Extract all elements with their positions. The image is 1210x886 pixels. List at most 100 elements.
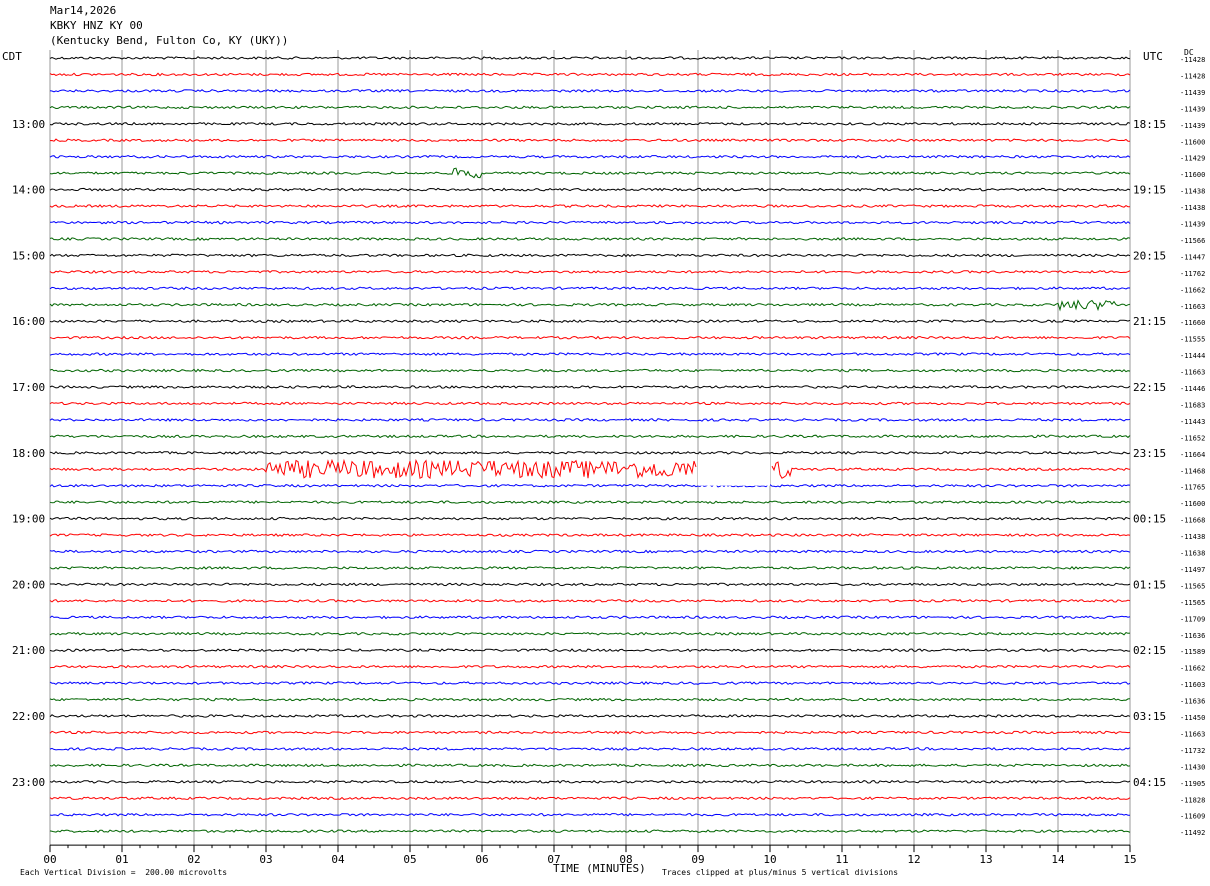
trace-25-part-1 — [771, 461, 1131, 479]
dc-offset-43: -11430 — [1180, 763, 1205, 771]
dc-offset-8: -11438 — [1180, 188, 1205, 196]
x-tick-label-08: 08 — [619, 853, 632, 866]
dc-offset-1: -11428 — [1180, 72, 1205, 80]
dc-offset-29: -11438 — [1180, 533, 1205, 541]
dc-offset-24: -11664 — [1180, 451, 1205, 459]
trace-34 — [49, 615, 1131, 620]
dc-offset-4: -11439 — [1180, 122, 1205, 130]
trace-11 — [49, 237, 1131, 241]
dc-offset-26: -11765 — [1180, 484, 1205, 492]
vertical-gridlines — [49, 50, 1131, 846]
trace-7 — [49, 167, 1131, 179]
x-tick-label-04: 04 — [331, 853, 345, 866]
dc-offset-36: -11589 — [1180, 648, 1205, 656]
trace-27 — [49, 500, 1131, 505]
dc-offset-11: -11566 — [1180, 237, 1205, 245]
dc-offset-39: -11636 — [1180, 698, 1205, 706]
dc-offset-35: -11636 — [1180, 632, 1205, 640]
trace-33 — [49, 598, 1131, 603]
trace-37 — [49, 664, 1131, 669]
right-hour-label-8: 02:15 — [1133, 644, 1166, 657]
dc-offset-14: -11662 — [1180, 286, 1205, 294]
dc-offset-12: -11447 — [1180, 253, 1205, 261]
dc-offset-42: -11732 — [1180, 747, 1205, 755]
trace-41 — [49, 730, 1131, 735]
left-hour-label-10: 23:00 — [12, 776, 45, 789]
dc-offset-0: -11428 — [1180, 56, 1205, 64]
dc-offset-7: -11600 — [1180, 171, 1205, 179]
x-tick-label-15: 15 — [1123, 853, 1136, 866]
clip-note: Traces clipped at plus/minus 5 vertical … — [662, 868, 899, 877]
trace-3 — [49, 105, 1131, 110]
dc-offset-47: -11492 — [1180, 829, 1205, 837]
x-tick-label-12: 12 — [907, 853, 920, 866]
trace-30 — [49, 549, 1131, 554]
x-tick-label-11: 11 — [835, 853, 848, 866]
dc-offset-33: -11565 — [1180, 599, 1205, 607]
dc-label: DC — [1184, 48, 1194, 57]
trace-5 — [49, 138, 1131, 143]
dc-offset-28: -11668 — [1180, 517, 1205, 525]
right-hour-label-4: 22:15 — [1133, 381, 1166, 394]
dc-offset-16: -11660 — [1180, 319, 1205, 327]
dc-offset-31: -11497 — [1180, 566, 1205, 574]
right-hour-label-7: 01:15 — [1133, 578, 1166, 591]
trace-45 — [49, 796, 1131, 801]
dc-offset-32: -11565 — [1180, 582, 1205, 590]
trace-0 — [49, 56, 1131, 60]
trace-22 — [49, 418, 1131, 422]
left-timezone-label: CDT — [2, 50, 22, 63]
data-gap-box — [698, 454, 770, 486]
trace-32 — [50, 582, 1131, 587]
dc-offset-17: -11555 — [1180, 336, 1205, 344]
trace-16 — [49, 319, 1131, 324]
dc-offset-22: -11443 — [1180, 418, 1205, 426]
trace-15 — [49, 299, 1131, 312]
trace-9 — [49, 204, 1130, 208]
left-hour-label-2: 15:00 — [12, 249, 45, 262]
trace-28 — [49, 516, 1131, 521]
left-hour-label-1: 14:00 — [12, 184, 45, 197]
dc-offset-19: -11663 — [1180, 369, 1205, 377]
x-axis-title: TIME (MINUTES) — [553, 862, 646, 875]
right-hour-label-6: 00:15 — [1133, 513, 1166, 526]
right-hour-label-5: 23:15 — [1133, 447, 1166, 460]
trace-46 — [49, 812, 1130, 817]
right-hour-label-1: 19:15 — [1133, 184, 1166, 197]
x-tick-label-01: 01 — [115, 853, 128, 866]
x-tick-label-10: 10 — [763, 853, 776, 866]
dc-offset-34: -11709 — [1180, 615, 1205, 623]
trace-29 — [49, 533, 1131, 537]
trace-44 — [49, 779, 1131, 784]
x-tick-label-13: 13 — [979, 853, 992, 866]
x-tick-label-00: 00 — [43, 853, 56, 866]
trace-35 — [49, 631, 1131, 636]
right-hour-label-3: 21:15 — [1133, 315, 1166, 328]
trace-47 — [49, 829, 1131, 833]
trace-23 — [49, 434, 1131, 439]
trace-36 — [49, 648, 1130, 653]
dc-offset-20: -11446 — [1180, 385, 1205, 393]
x-tick-label-03: 03 — [259, 853, 272, 866]
dc-offset-3: -11439 — [1180, 105, 1205, 113]
x-tick-label-09: 09 — [691, 853, 704, 866]
dc-offset-15: -11663 — [1180, 303, 1205, 311]
right-hour-label-9: 03:15 — [1133, 710, 1166, 723]
right-timezone-label: UTC — [1143, 50, 1163, 63]
left-hour-label-9: 22:00 — [12, 710, 45, 723]
x-tick-label-14: 14 — [1051, 853, 1065, 866]
left-hour-label-8: 21:00 — [12, 644, 45, 657]
trace-8 — [49, 187, 1131, 192]
dc-offset-25: -11468 — [1180, 467, 1205, 475]
trace-14 — [49, 286, 1131, 291]
x-tick-label-07: 07 — [547, 853, 560, 866]
trace-31 — [49, 566, 1131, 570]
dc-offset-2: -11439 — [1180, 89, 1205, 97]
trace-19 — [49, 368, 1131, 373]
dc-offset-21: -11683 — [1180, 401, 1205, 409]
trace-25 — [49, 458, 697, 480]
right-hour-label-2: 20:15 — [1133, 249, 1166, 262]
left-hour-label-4: 17:00 — [12, 381, 45, 394]
dc-offset-6: -11429 — [1180, 155, 1205, 163]
